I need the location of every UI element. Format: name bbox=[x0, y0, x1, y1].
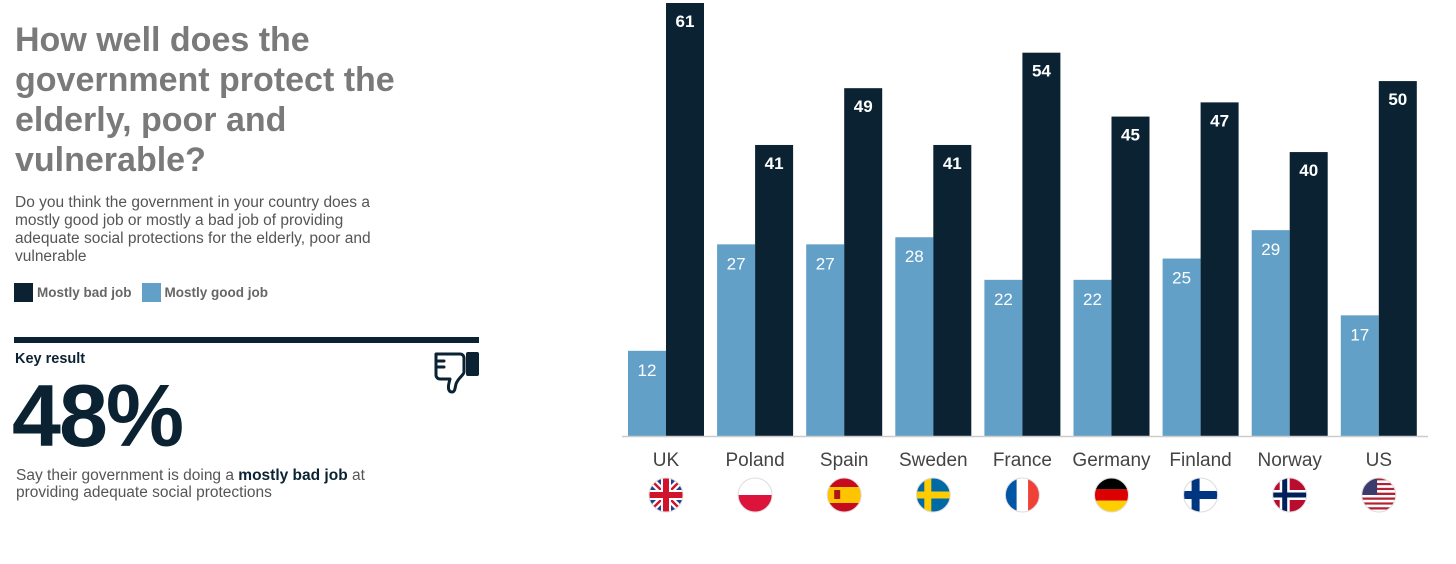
bar-bad-germany bbox=[1111, 116, 1150, 437]
bar-good-us bbox=[1340, 315, 1379, 436]
bar-bad-finland bbox=[1200, 102, 1239, 437]
key-result-label: Key result bbox=[15, 351, 86, 367]
data-label-good-sweden: 28 bbox=[905, 247, 924, 266]
bar-good-norway bbox=[1251, 230, 1290, 436]
chart-title: How well does the government protect the… bbox=[15, 21, 395, 179]
x-tick-label-norway: Norway bbox=[1257, 450, 1322, 471]
bar-good-sweden bbox=[895, 237, 934, 436]
legend-label-good: Mostly good job bbox=[164, 285, 269, 300]
data-label-good-us: 17 bbox=[1350, 325, 1369, 344]
legend: Mostly bad job Mostly good job bbox=[14, 283, 278, 302]
bar-good-finland bbox=[1162, 258, 1201, 436]
bar-bad-sweden bbox=[933, 144, 972, 436]
thumbs-down-icon bbox=[434, 352, 479, 394]
spain-flag-icon bbox=[826, 477, 862, 513]
data-label-bad-poland: 41 bbox=[765, 154, 784, 173]
legend-item-good: Mostly good job bbox=[141, 283, 269, 302]
bar-bad-france bbox=[1022, 52, 1061, 436]
bar-good-spain bbox=[806, 244, 845, 436]
france-flag-icon bbox=[1004, 477, 1040, 513]
bar-good-uk bbox=[628, 350, 666, 436]
x-tick-label-uk: UK bbox=[653, 450, 680, 471]
chart-subtitle: Do you think the government in your coun… bbox=[15, 194, 371, 265]
data-label-bad-uk: 61 bbox=[676, 12, 695, 31]
data-label-good-norway: 29 bbox=[1261, 240, 1280, 259]
key-result-value: 48% bbox=[12, 366, 184, 465]
us-flag-icon bbox=[1361, 477, 1397, 513]
legend-item-bad: Mostly bad job bbox=[14, 283, 132, 302]
data-label-good-uk: 12 bbox=[638, 361, 657, 380]
bar-bad-spain bbox=[844, 88, 883, 436]
key-result-description: Say their government is doing a mostly b… bbox=[16, 467, 376, 501]
norway-flag-icon bbox=[1272, 477, 1308, 513]
data-label-good-france: 22 bbox=[994, 290, 1013, 309]
x-tick-label-us: US bbox=[1366, 450, 1392, 471]
data-label-good-finland: 25 bbox=[1172, 269, 1191, 288]
legend-label-bad: Mostly bad job bbox=[37, 285, 132, 300]
x-tick-label-spain: Spain bbox=[820, 450, 869, 471]
legend-swatch-good bbox=[141, 283, 161, 302]
data-label-bad-sweden: 41 bbox=[943, 154, 962, 173]
bar-good-poland bbox=[717, 244, 756, 436]
data-label-bad-spain: 49 bbox=[854, 97, 873, 116]
legend-swatch-bad bbox=[14, 283, 33, 302]
poland-flag-icon bbox=[737, 477, 773, 513]
uk-flag-icon bbox=[648, 477, 684, 513]
data-label-good-poland: 27 bbox=[727, 254, 746, 273]
data-label-bad-us: 50 bbox=[1388, 90, 1407, 109]
x-tick-label-poland: Poland bbox=[726, 450, 785, 471]
data-label-good-germany: 22 bbox=[1083, 290, 1102, 309]
data-label-bad-france: 54 bbox=[1032, 62, 1051, 81]
x-tick-label-germany: Germany bbox=[1072, 450, 1151, 471]
x-tick-label-finland: Finland bbox=[1169, 450, 1231, 471]
germany-flag-icon bbox=[1094, 477, 1129, 513]
key-desc-bold: mostly bad job bbox=[238, 467, 348, 484]
key-desc-post: at providing adequate social protections bbox=[16, 467, 365, 501]
bar-bad-uk bbox=[666, 3, 704, 436]
data-label-bad-finland: 47 bbox=[1210, 111, 1229, 130]
data-label-bad-norway: 40 bbox=[1299, 161, 1318, 180]
data-label-bad-germany: 45 bbox=[1121, 126, 1140, 145]
key-desc-pre: Say their government is doing a bbox=[16, 467, 239, 484]
data-label-good-spain: 27 bbox=[816, 254, 835, 273]
x-tick-label-sweden: Sweden bbox=[899, 450, 968, 471]
key-result-divider bbox=[14, 337, 479, 343]
bar-good-france bbox=[984, 279, 1023, 436]
bar-bad-us bbox=[1378, 81, 1417, 436]
bar-bad-norway bbox=[1289, 152, 1328, 437]
x-tick-label-france: France bbox=[993, 450, 1052, 471]
bar-bad-poland bbox=[755, 144, 794, 436]
finland-flag-icon bbox=[1183, 477, 1219, 513]
bar-good-germany bbox=[1073, 279, 1112, 436]
sweden-flag-icon bbox=[915, 477, 951, 513]
